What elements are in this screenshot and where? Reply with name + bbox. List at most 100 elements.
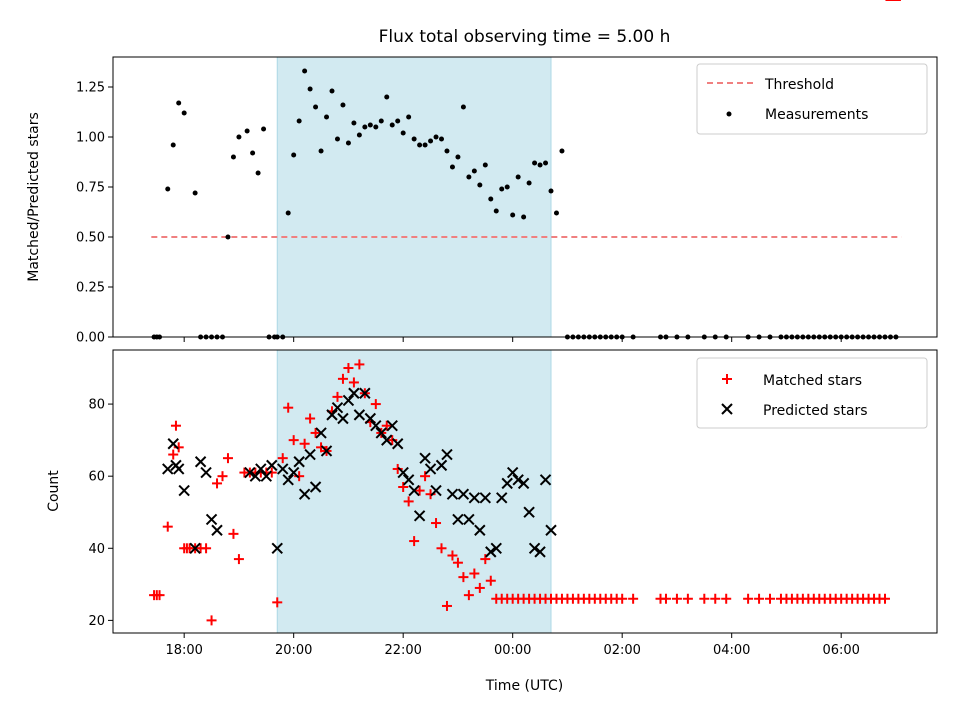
matched-stars-point: [398, 481, 409, 492]
measurement-point: [285, 210, 291, 216]
predicted-stars-point: [468, 492, 481, 504]
predicted-stars-point: [381, 434, 393, 446]
measurement-point: [499, 186, 505, 192]
x-tick-label: 20:00: [275, 643, 312, 658]
predicted-stars-point: [386, 419, 398, 432]
predicted-stars-point: [485, 546, 497, 558]
predicted-stars-point: [293, 456, 305, 468]
predicted-stars-point: [501, 477, 513, 490]
measurement-point: [417, 142, 423, 148]
predicted-stars-point: [309, 481, 322, 493]
predicted-stars-point: [512, 474, 524, 486]
predicted-stars-point: [315, 427, 327, 439]
predicted-stars-point: [474, 524, 486, 536]
measurement-point: [192, 190, 198, 196]
predicted-stars-point: [342, 394, 355, 407]
predicted-stars-point: [435, 459, 448, 472]
bottom-legend: Matched stars Predicted stars: [696, 357, 928, 429]
matched-stars-point: [173, 442, 184, 453]
predicted-stars-point: [162, 463, 174, 475]
matched-stars-point: [332, 391, 343, 402]
measurement-point: [444, 148, 450, 154]
matched-stars-point: [316, 442, 327, 453]
predicted-stars-point: [463, 513, 475, 526]
x-tick-label: 18:00: [165, 643, 202, 658]
measurement-point: [510, 212, 516, 218]
matched-stars-point: [628, 593, 639, 604]
predicted-stars-point: [517, 477, 530, 490]
matched-stars-point: [879, 593, 890, 604]
predicted-stars-point: [331, 401, 344, 414]
matched-stars-point: [452, 557, 463, 568]
measurement-point: [384, 94, 390, 100]
x-axis-label: Time (UTC): [485, 678, 563, 694]
matched-stars-point: [168, 449, 179, 460]
matched-stars-point: [201, 543, 212, 554]
matched-stars-point: [294, 471, 305, 482]
predicted-stars-point: [277, 463, 289, 475]
predicted-stars-point: [419, 452, 431, 464]
matched-stars-point: [277, 453, 288, 464]
measurement-point: [477, 182, 483, 188]
measurement-point: [367, 122, 373, 128]
predicted-stars-point: [430, 484, 442, 497]
matched-stars-point: [414, 485, 425, 496]
predicted-stars-point: [172, 463, 185, 475]
measurement-point: [449, 164, 455, 170]
y-tick-label: 0.00: [76, 331, 105, 346]
matched-stars-point: [480, 554, 491, 565]
matched-stars-point: [431, 518, 442, 529]
predicted-stars-point: [391, 438, 404, 450]
predicted-stars-point: [370, 419, 382, 432]
matched-stars-point: [447, 550, 458, 561]
top-y-axis-label: Matched/Predicted stars: [26, 112, 42, 282]
y-tick-label: 1.25: [76, 81, 105, 96]
predicted-stars-point: [211, 524, 223, 536]
measurement-point: [439, 136, 445, 142]
measurement-point: [433, 134, 439, 140]
measurement-point: [345, 140, 351, 146]
matched-stars-point: [305, 413, 316, 424]
predicted-stars-point: [496, 492, 508, 504]
x-tick-label: 00:00: [494, 643, 531, 658]
predicted-stars-point: [260, 470, 273, 482]
legend-matched-marker: [722, 374, 732, 384]
predicted-stars-point: [244, 466, 256, 479]
predicted-stars-point: [523, 506, 535, 518]
measurement-point: [471, 168, 477, 174]
measurement-point: [482, 162, 488, 168]
predicted-stars-point: [167, 438, 179, 450]
matched-stars-point: [469, 568, 480, 579]
matched-stars-point: [266, 467, 277, 478]
matched-stars-point: [699, 593, 710, 604]
matched-stars-point: [337, 373, 348, 384]
predicted-stars-point: [178, 484, 190, 497]
y-tick-label: 20: [88, 614, 105, 629]
predicted-stars-point: [304, 448, 316, 461]
measurement-point: [521, 214, 527, 220]
predicted-stars-point: [506, 466, 519, 479]
matched-stars-point: [474, 582, 485, 593]
measurement-point: [559, 148, 565, 154]
x-tick-label: 04:00: [713, 643, 750, 658]
measurement-point: [504, 184, 510, 190]
matched-stars-point: [425, 489, 436, 500]
matched-stars-point: [370, 399, 381, 410]
y-tick-label: 1.00: [76, 131, 105, 146]
measurement-point: [340, 102, 346, 108]
measurement-point: [329, 88, 335, 94]
matched-stars-point: [381, 420, 392, 431]
predicted-stars-point: [446, 488, 459, 500]
y-tick-label: 0.25: [76, 281, 105, 296]
measurement-point: [548, 188, 554, 194]
matched-stars-point: [170, 420, 181, 431]
matched-stars-point: [222, 453, 233, 464]
predicted-stars-point: [205, 513, 218, 526]
matched-stars-point: [463, 590, 474, 601]
predicted-stars-point: [413, 510, 426, 522]
chart-title: Flux total observing time = 5.00 h: [379, 27, 671, 47]
matched-stars-point: [765, 593, 776, 604]
matched-stars-point: [617, 593, 628, 604]
matched-stars-point: [671, 593, 682, 604]
